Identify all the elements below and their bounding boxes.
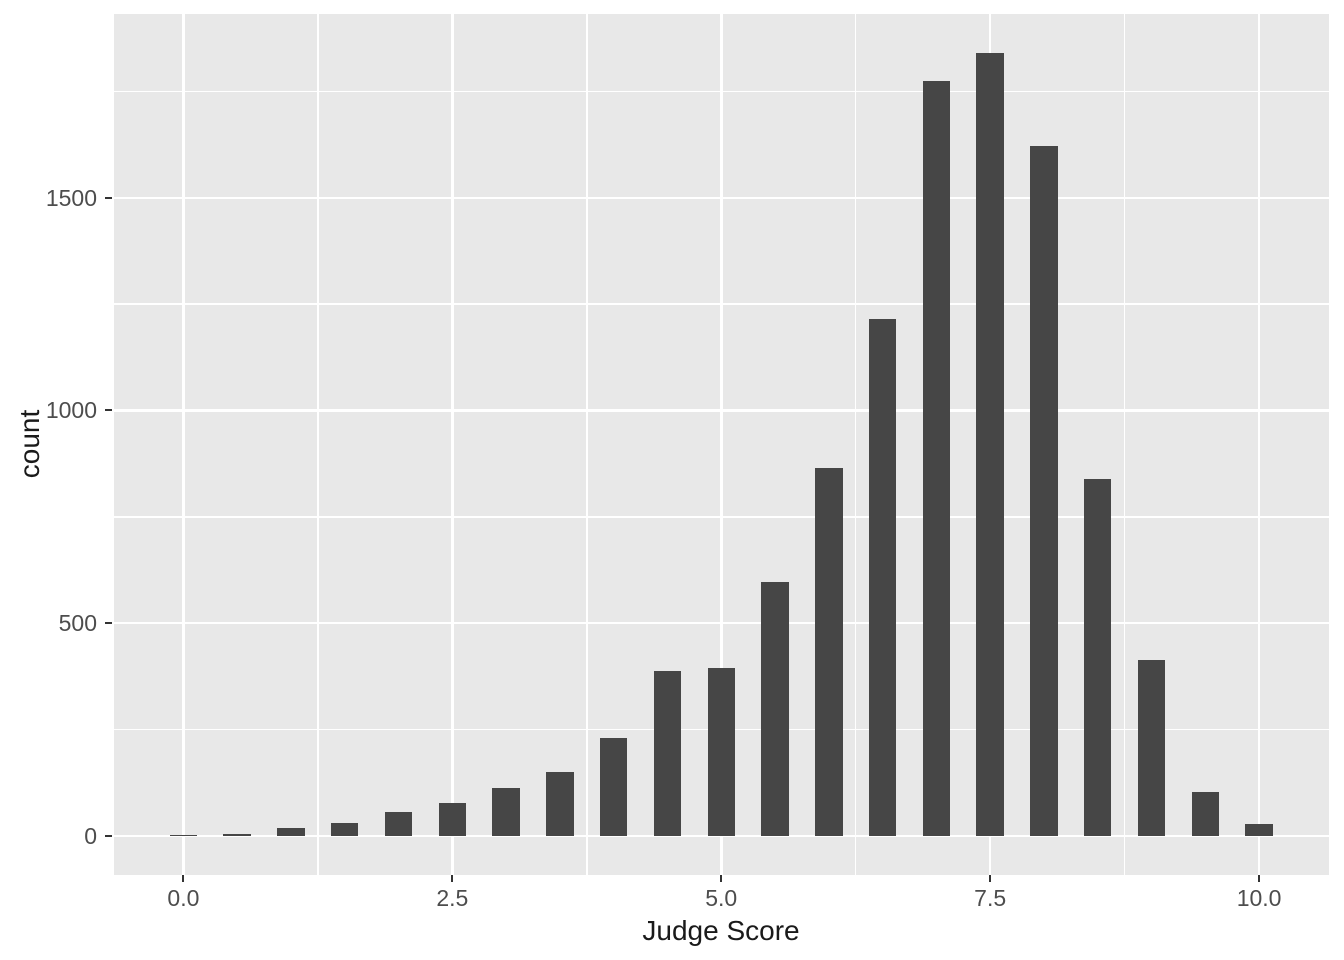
histogram-bar	[492, 788, 520, 836]
x-tick-mark	[989, 875, 992, 882]
histogram-bar	[599, 738, 628, 836]
x-tick-label: 0.0	[167, 885, 200, 911]
x-tick-label: 5.0	[705, 885, 738, 911]
y-tick-mark	[105, 622, 112, 625]
histogram-bar	[1084, 478, 1112, 836]
x-tick-label: 10.0	[1236, 885, 1282, 911]
x-tick-label: 7.5	[974, 885, 1007, 911]
histogram-bar	[1137, 659, 1166, 836]
histogram-bar	[169, 834, 198, 836]
x-tick-label: 2.5	[436, 885, 469, 911]
histogram-bar	[546, 772, 574, 836]
histogram-bar	[1245, 824, 1273, 836]
x-major-gridline	[1257, 14, 1261, 875]
x-axis-title: Judge Score	[642, 915, 800, 946]
x-major-gridline	[182, 14, 185, 875]
histogram-bar	[868, 319, 897, 836]
x-major-gridline	[451, 14, 454, 875]
histogram-bar	[922, 81, 951, 836]
histogram-bar	[707, 668, 735, 836]
plot-panel	[113, 14, 1329, 875]
histogram-bar	[1030, 146, 1058, 836]
histogram-bar	[384, 812, 413, 836]
y-tick-mark	[105, 834, 112, 837]
x-minor-gridline	[586, 14, 588, 875]
x-tick-mark	[182, 875, 185, 882]
histogram-bar	[331, 822, 359, 836]
y-tick-label: 500	[58, 610, 97, 637]
x-tick-mark	[1258, 875, 1261, 882]
histogram-bar	[976, 53, 1004, 836]
y-tick-mark	[105, 409, 112, 412]
x-tick-mark	[451, 875, 454, 882]
x-minor-gridline	[854, 14, 857, 875]
histogram-bar	[815, 467, 843, 836]
y-tick-label: 0	[84, 822, 97, 849]
histogram-bar	[653, 671, 682, 836]
y-tick-label: 1500	[45, 184, 97, 211]
y-tick-mark	[105, 196, 112, 199]
histogram-bar	[223, 833, 251, 836]
histogram-bar	[277, 827, 305, 836]
y-tick-label: 1000	[45, 397, 97, 424]
x-minor-gridline	[1123, 14, 1126, 875]
x-minor-gridline	[317, 14, 319, 875]
x-tick-mark	[720, 875, 723, 882]
histogram-bar	[438, 803, 467, 836]
histogram-bar	[761, 581, 789, 836]
x-major-gridline	[720, 14, 723, 875]
histogram-bar	[1191, 791, 1219, 836]
